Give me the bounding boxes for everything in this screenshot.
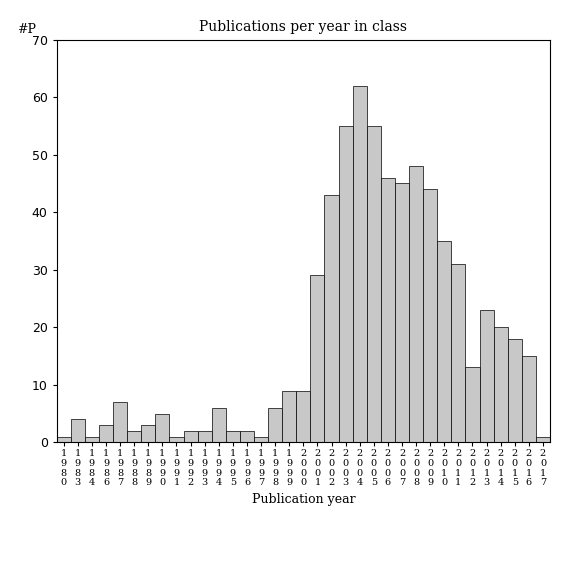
Bar: [170, 437, 184, 442]
Bar: [507, 338, 522, 442]
Bar: [536, 437, 550, 442]
Bar: [381, 177, 395, 442]
Bar: [141, 425, 155, 442]
Bar: [282, 391, 297, 442]
Bar: [466, 367, 480, 442]
Bar: [409, 166, 423, 442]
Bar: [99, 425, 113, 442]
Bar: [338, 126, 353, 442]
Bar: [437, 241, 451, 442]
Bar: [395, 184, 409, 442]
Bar: [155, 413, 170, 442]
Bar: [127, 431, 141, 442]
Bar: [310, 276, 324, 442]
Bar: [71, 419, 85, 442]
Bar: [353, 86, 367, 442]
Bar: [367, 126, 381, 442]
Bar: [184, 431, 198, 442]
Text: #P: #P: [17, 23, 36, 36]
Bar: [198, 431, 211, 442]
Bar: [522, 356, 536, 442]
Bar: [451, 264, 466, 442]
Bar: [494, 327, 507, 442]
Bar: [57, 437, 71, 442]
Bar: [113, 402, 127, 442]
Bar: [480, 310, 494, 442]
Bar: [85, 437, 99, 442]
Bar: [211, 408, 226, 442]
X-axis label: Publication year: Publication year: [252, 493, 355, 506]
Bar: [268, 408, 282, 442]
Title: Publications per year in class: Publications per year in class: [200, 20, 407, 35]
Bar: [226, 431, 240, 442]
Bar: [297, 391, 310, 442]
Bar: [324, 195, 338, 442]
Bar: [254, 437, 268, 442]
Bar: [240, 431, 254, 442]
Bar: [423, 189, 437, 442]
